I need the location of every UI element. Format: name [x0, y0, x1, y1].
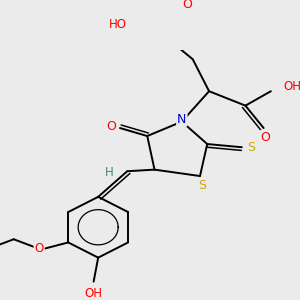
Text: O: O — [106, 120, 116, 133]
Text: N: N — [177, 113, 187, 126]
Text: OH: OH — [85, 287, 103, 300]
Text: O: O — [182, 0, 192, 11]
Text: S: S — [247, 141, 255, 154]
Text: O: O — [34, 242, 44, 255]
Text: O: O — [260, 131, 270, 144]
Text: S: S — [198, 179, 206, 192]
Text: H: H — [105, 166, 113, 179]
Text: OH: OH — [284, 80, 300, 93]
Text: HO: HO — [109, 17, 127, 31]
